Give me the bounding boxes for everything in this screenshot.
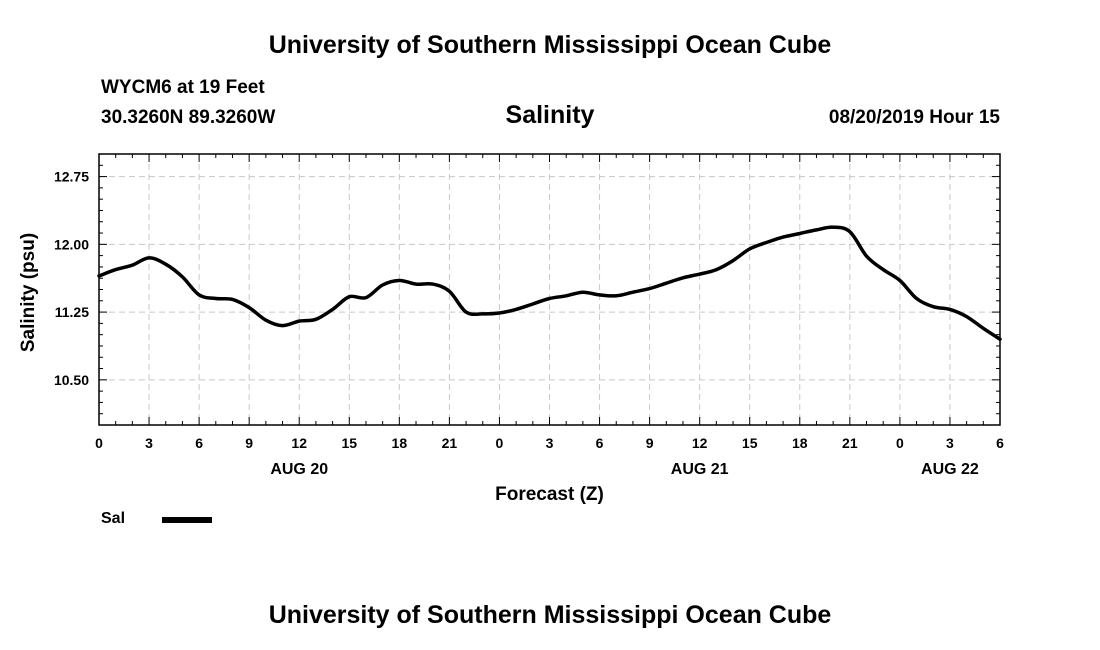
y-axis-title: Salinity (psu) — [18, 233, 39, 352]
data-point — [848, 230, 852, 233]
data-point — [648, 287, 651, 290]
data-point — [882, 268, 885, 271]
plot-title: Salinity — [505, 101, 595, 129]
data-point — [398, 279, 401, 282]
data-point — [364, 296, 368, 299]
station-label: WYCM6 at 19 Feet — [101, 77, 265, 98]
data-point — [481, 312, 484, 316]
data-point — [298, 319, 301, 323]
data-point — [865, 254, 868, 258]
y-tick-label: 10.50 — [54, 372, 89, 388]
station-coordinates: 30.3260N 89.3260W — [101, 107, 276, 128]
data-point — [932, 305, 935, 308]
data-point — [715, 268, 718, 271]
date-label: AUG 22 — [921, 461, 979, 478]
data-point — [247, 306, 251, 309]
data-point — [731, 259, 735, 262]
data-point — [231, 298, 234, 301]
data-point — [615, 294, 618, 298]
data-point — [147, 256, 151, 260]
data-point — [598, 293, 601, 297]
data-point — [181, 275, 184, 279]
x-tick-label: 3 — [946, 435, 954, 451]
data-point — [114, 268, 117, 271]
data-point — [548, 297, 551, 300]
x-tick-label: 9 — [245, 435, 253, 451]
x-tick-label: 3 — [145, 435, 153, 451]
top-title: University of Southern Mississippi Ocean… — [268, 31, 832, 59]
data-point — [264, 319, 268, 322]
x-tick-label: 9 — [646, 435, 654, 451]
data-point — [798, 232, 801, 235]
data-point — [915, 297, 918, 300]
data-point — [898, 279, 902, 282]
data-point — [681, 276, 685, 279]
x-tick-label: 15 — [341, 435, 357, 451]
y-tick-label: 11.25 — [55, 304, 89, 320]
data-point — [464, 310, 468, 314]
x-tick-label: 18 — [792, 435, 808, 451]
x-axis-title: Forecast (Z) — [495, 484, 604, 505]
x-tick-label: 12 — [291, 435, 307, 451]
legend-swatch-sal — [162, 517, 212, 523]
data-point — [414, 282, 418, 286]
data-point — [281, 324, 284, 327]
data-point — [698, 272, 701, 276]
data-point — [965, 315, 968, 318]
bottom-title: University of Southern Mississippi Ocean… — [268, 601, 832, 629]
data-point — [448, 290, 451, 293]
data-point — [314, 318, 318, 321]
data-point — [214, 297, 217, 300]
legend-label-sal: Sal — [101, 510, 126, 527]
x-tick-label: 21 — [442, 435, 458, 451]
y-tick-label: 12.00 — [54, 236, 89, 252]
data-point — [665, 281, 668, 285]
x-tick-label: 18 — [392, 435, 408, 451]
data-point — [581, 291, 585, 294]
x-tick-label: 6 — [596, 435, 604, 451]
data-point — [131, 263, 134, 267]
x-tick-label: 0 — [95, 435, 103, 451]
date-label: AUG 20 — [270, 461, 328, 478]
x-tick-label: 21 — [842, 435, 858, 451]
timestamp: 08/20/2019 Hour 15 — [828, 107, 1000, 128]
data-point — [631, 291, 635, 294]
data-point — [498, 311, 501, 315]
data-point — [765, 241, 768, 244]
data-point — [831, 225, 835, 229]
data-point — [164, 263, 167, 266]
data-point — [531, 302, 535, 306]
data-point — [514, 308, 518, 311]
x-tick-label: 0 — [896, 435, 904, 451]
data-point — [815, 228, 818, 232]
x-tick-label: 3 — [546, 435, 554, 451]
data-point — [97, 274, 101, 278]
data-point — [982, 327, 985, 330]
x-tick-label: 0 — [496, 435, 504, 451]
data-point — [381, 283, 384, 287]
data-point — [998, 337, 1002, 341]
x-tick-label: 12 — [692, 435, 708, 451]
data-point — [197, 293, 201, 297]
date-label: AUG 21 — [671, 461, 729, 478]
data-point — [748, 247, 751, 251]
data-point — [564, 294, 568, 298]
x-tick-label: 15 — [742, 435, 758, 451]
data-point — [348, 295, 351, 298]
x-tick-label: 6 — [195, 435, 203, 451]
data-point — [331, 308, 334, 311]
data-point — [948, 308, 952, 311]
y-tick-label: 12.75 — [54, 169, 89, 185]
data-point — [781, 235, 785, 239]
x-tick-label: 6 — [996, 435, 1004, 451]
data-point — [431, 282, 434, 286]
